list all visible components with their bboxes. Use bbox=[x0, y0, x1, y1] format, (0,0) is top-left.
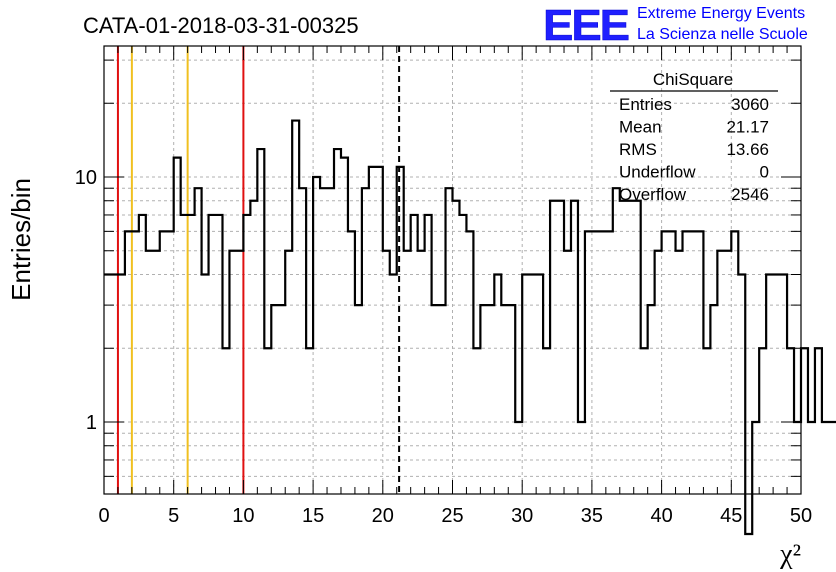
stats-row-label: RMS bbox=[619, 140, 657, 159]
logo-line-1: Extreme Energy Events bbox=[637, 5, 805, 22]
stats-row-label: Mean bbox=[619, 118, 662, 137]
logo-line-2: La Scienza nelle Scuole bbox=[637, 26, 808, 43]
x-tick-label: 45 bbox=[720, 505, 742, 527]
logo-mark: EEE bbox=[543, 1, 629, 50]
stats-row-value: 0 bbox=[760, 163, 769, 182]
reference-lines bbox=[116, 46, 401, 494]
stats-row-label: Underflow bbox=[619, 163, 696, 182]
y-tick-label: 1 bbox=[86, 412, 97, 434]
x-tick-label: 10 bbox=[232, 505, 254, 527]
x-tick-label: 40 bbox=[650, 505, 672, 527]
x-tick-labels: 0 5 10 15 20 25 30 35 40 45 50 bbox=[98, 505, 812, 527]
y-tick-labels: 1 10 bbox=[75, 167, 97, 434]
stats-row-value: 21.17 bbox=[726, 118, 769, 137]
x-tick-label: 20 bbox=[372, 505, 394, 527]
histogram-step-line bbox=[104, 119, 836, 536]
x-tick-label: 25 bbox=[441, 505, 463, 527]
chart-title: CATA-01-2018-03-31-00325 bbox=[83, 13, 359, 38]
x-tick-label: 30 bbox=[511, 505, 533, 527]
axis-ticks bbox=[103, 46, 802, 494]
y-tick-label: 10 bbox=[75, 167, 97, 189]
stats-row-value: 3060 bbox=[731, 95, 769, 114]
stats-row-label: Overflow bbox=[619, 185, 687, 204]
stats-row-label: Entries bbox=[619, 95, 672, 114]
y-axis-label: Entries/bin bbox=[6, 178, 36, 301]
stats-row-value: 13.66 bbox=[726, 140, 769, 159]
x-tick-label: 5 bbox=[168, 505, 179, 527]
stats-row-value: 2546 bbox=[731, 185, 769, 204]
stats-box: ChiSquare Entries 3060 Mean 21.17 RMS 13.66 Un… bbox=[610, 70, 778, 204]
x-tick-label: 15 bbox=[302, 505, 324, 527]
stats-box-title: ChiSquare bbox=[653, 70, 733, 89]
x-tick-label: 50 bbox=[790, 505, 812, 527]
x-axis-label: χ² bbox=[779, 539, 801, 570]
x-tick-label: 35 bbox=[581, 505, 603, 527]
x-tick-label: 0 bbox=[98, 505, 109, 527]
eee-logo: EEE Extreme Energy Events La Scienza nel… bbox=[543, 1, 808, 51]
